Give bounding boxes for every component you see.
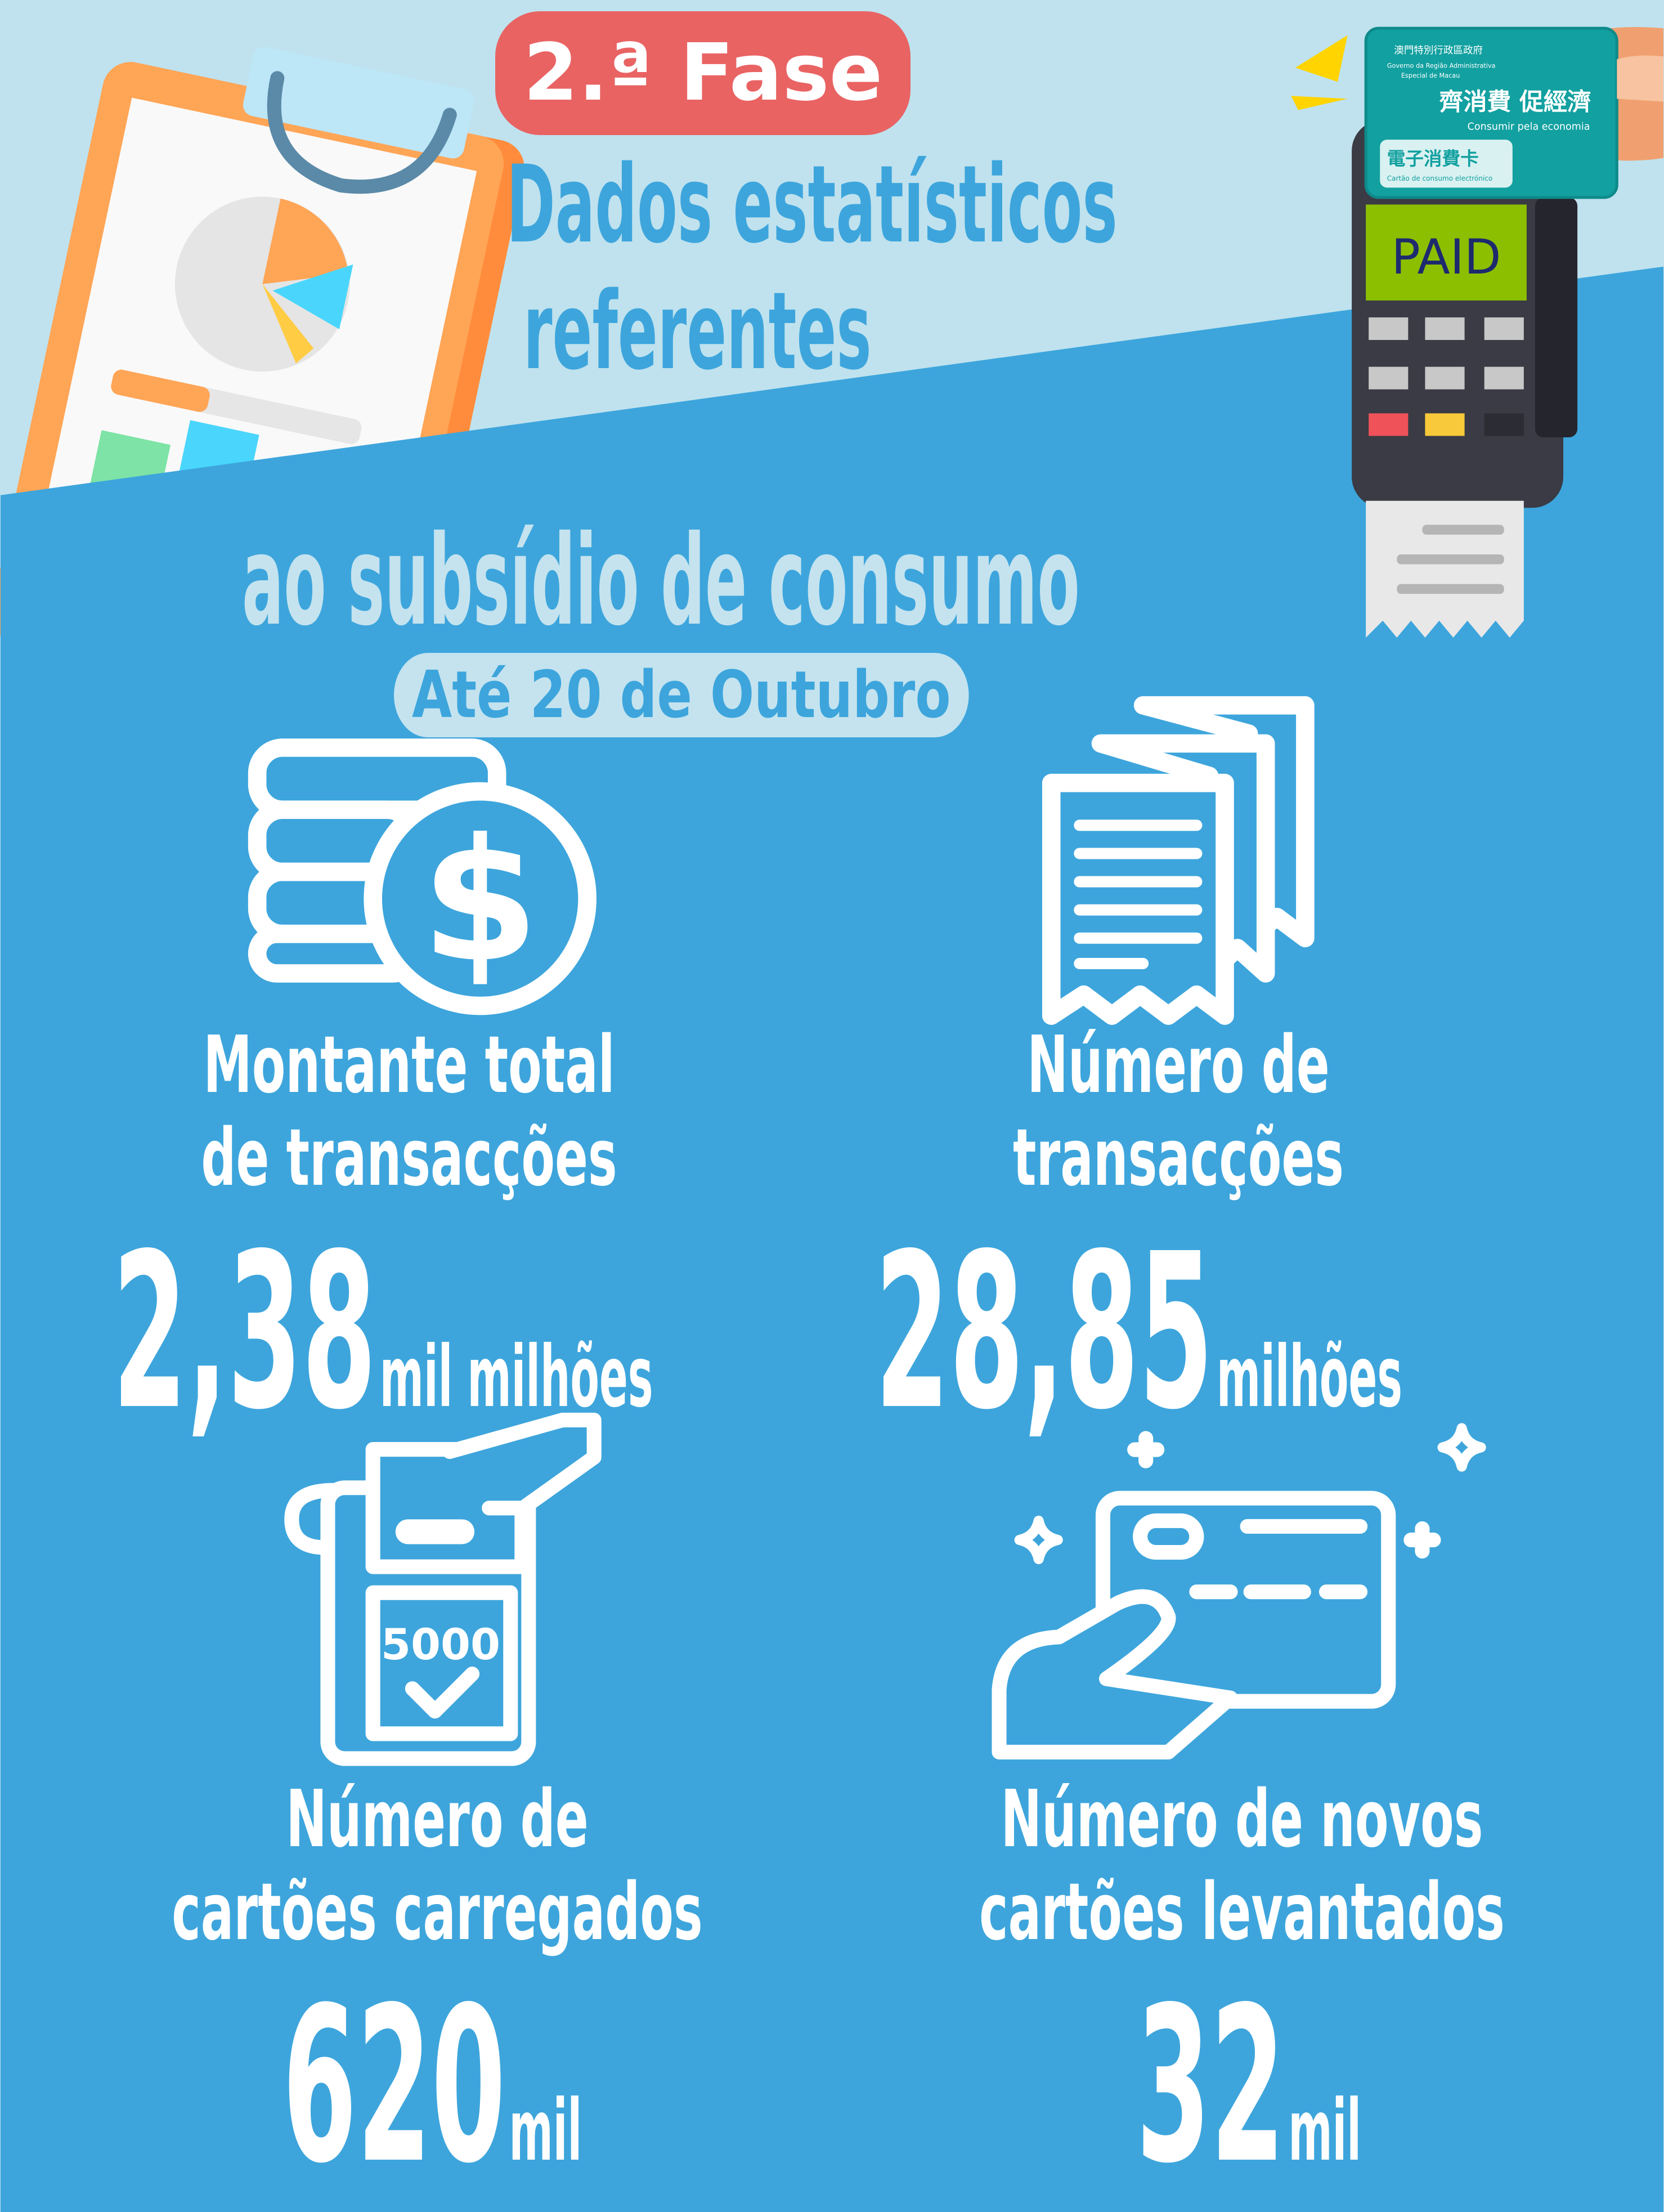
stat-label-line: Número de (1027, 1019, 1330, 1111)
date-pill: Até 20 de Outubro (394, 653, 969, 737)
phase-badge: 2.ª Fase (495, 11, 911, 135)
stat-number: 620 (282, 1961, 506, 2210)
card-gov-zh: 澳門特別行政區政府 (1394, 45, 1483, 56)
stat-number: 28,85 (875, 1207, 1213, 1457)
coins-dollar-icon: $ (248, 738, 596, 1015)
stat-value-new-cards: 32 mil (1136, 1961, 1361, 2210)
card-slogan-zh: 齊消費 促經濟 (1439, 88, 1591, 116)
consumption-card: 澳門特別行政區政府 Governo da Região Administrati… (1364, 26, 1618, 199)
stat-label-line: Número de (286, 1774, 589, 1865)
stat-label-line: cartões carregados (172, 1866, 703, 1958)
terminal-screen-text: PAID (1392, 230, 1501, 285)
register-display-value: 5000 (381, 1619, 500, 1669)
card-gov-pt-2: Especial de Macau (1401, 72, 1460, 79)
card-slogan-pt: Consumir pela economia (1468, 122, 1590, 133)
stat-label-line: de transacções (201, 1112, 617, 1204)
stat-label-transactions: Número de transacções (864, 1019, 1492, 1204)
stat-unit: milhões (1216, 1328, 1402, 1426)
stat-unit: mil milhões (379, 1328, 653, 1426)
stat-label-line: Número de novos (1001, 1774, 1483, 1865)
receipts-icon (1042, 696, 1315, 1025)
stat-label-line: Montante total (203, 1019, 615, 1111)
stat-label-line: transacções (1013, 1112, 1344, 1204)
card-type-pt: Cartão de consumo electrónico (1387, 174, 1492, 182)
stat-value-total-amount: 2,38 mil milhões (113, 1207, 653, 1457)
stat-number: 32 (1136, 1961, 1285, 2210)
card-gov-pt: Governo da Região Administrativa (1387, 62, 1496, 69)
stat-label-new-cards: Número de novos cartões levantados (928, 1773, 1556, 1959)
stat-label-line: cartões levantados (979, 1866, 1505, 1958)
title-line-3: ao subsídio de consumo (242, 509, 1080, 653)
card-reader-icon: 5000 (284, 1412, 602, 1766)
stat-unit: mil (509, 2082, 582, 2180)
payment-terminal-illustration: PAID 澳門特別行政區政府 Governo da Região Adminis… (1291, 26, 1664, 638)
hand-card-icon (992, 1423, 1486, 1759)
stat-value-cards-loaded: 620 mil (282, 1961, 582, 2210)
title-line-1: Dados estatísticos (506, 142, 1118, 267)
stat-unit: mil (1288, 2082, 1361, 2180)
stat-value-transactions: 28,85 milhões (875, 1207, 1402, 1457)
card-type-zh: 電子消費卡 (1387, 148, 1479, 169)
svg-text:$: $ (421, 802, 539, 999)
stat-label-total-amount: Montante total de transacções (95, 1019, 723, 1204)
stat-number: 2,38 (113, 1207, 376, 1457)
stat-label-cards-loaded: Número de cartões carregados (123, 1773, 751, 1959)
title-line-2: referentes (523, 269, 872, 393)
